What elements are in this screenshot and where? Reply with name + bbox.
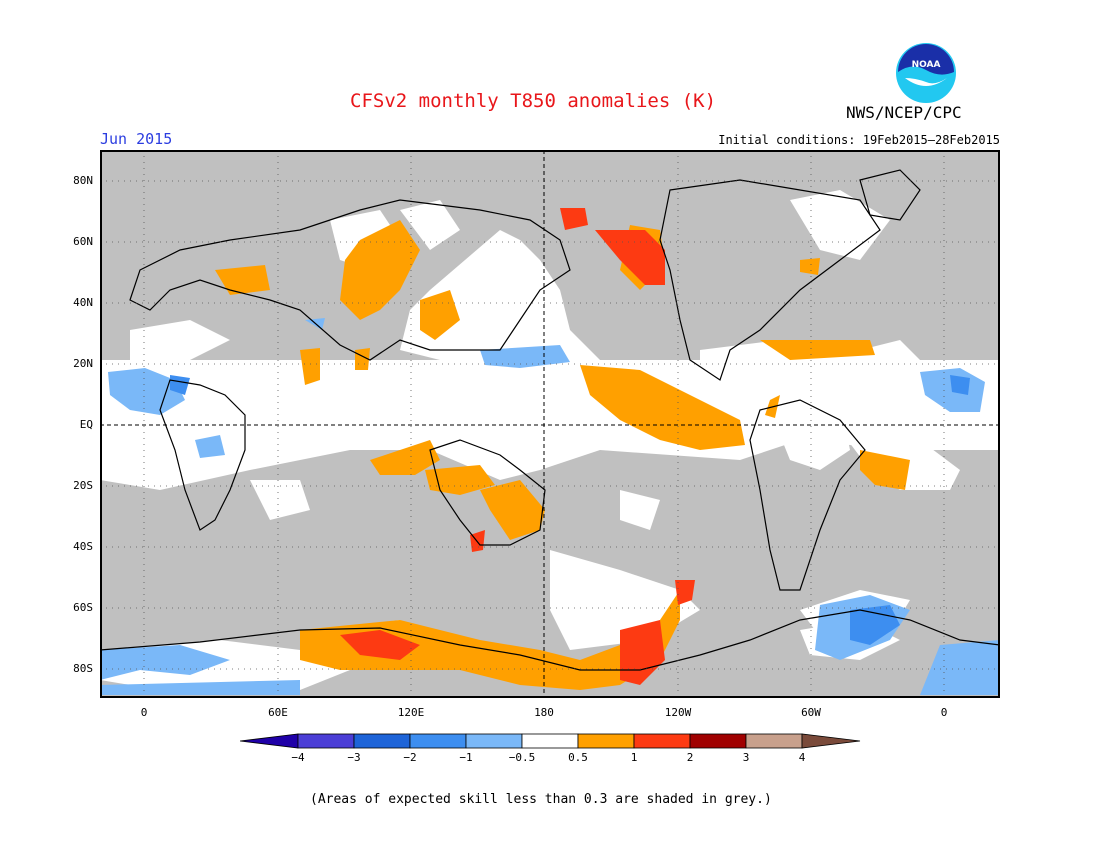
- lat-label: 40S: [73, 540, 93, 553]
- colorbar-swatch: [745, 733, 803, 749]
- negative-anomaly-medium: [170, 375, 970, 645]
- colorbar-label: 0.5: [568, 751, 588, 764]
- lat-label: 60S: [73, 601, 93, 614]
- lon-label: 120E: [397, 706, 425, 719]
- south-america-outline: [749, 399, 866, 591]
- positive-anomaly-red: [340, 208, 695, 685]
- colorbar-high-arrow: [801, 733, 861, 749]
- colorbar-swatch: [409, 733, 467, 749]
- initial-conditions: Initial conditions: 19Feb2015–28Feb2015: [718, 133, 1000, 147]
- lat-label: 80S: [73, 662, 93, 675]
- equator-dateline: [100, 150, 1000, 698]
- chart-title: CFSv2 monthly T850 anomalies (K): [350, 90, 717, 112]
- colorbar-label: 3: [742, 751, 750, 764]
- coastlines: [100, 169, 1000, 671]
- lon-label: 0: [140, 706, 148, 719]
- agency-label: NWS/NCEP/CPC: [846, 103, 962, 122]
- antarctica-outline: [100, 609, 1000, 671]
- lat-label: 80N: [73, 174, 93, 187]
- lat-label: EQ: [79, 418, 93, 431]
- australia-outline: [429, 439, 546, 546]
- lat-label: 20N: [73, 357, 93, 370]
- lat-label: 40N: [73, 296, 93, 309]
- noaa-logo: NOAA: [896, 43, 956, 103]
- lon-label: 180: [534, 706, 554, 719]
- colorbar-swatch: [689, 733, 747, 749]
- noaa-logo-text: NOAA: [912, 60, 941, 70]
- lon-label: 120W: [664, 706, 692, 719]
- colorbar-swatch: [297, 733, 355, 749]
- lon-label: 0: [940, 706, 948, 719]
- colorbar: [240, 733, 861, 749]
- colorbar-label: −2: [403, 751, 417, 764]
- colorbar-swatch: [521, 733, 579, 749]
- lat-label: 20S: [73, 479, 93, 492]
- colorbar-label: 1: [630, 751, 638, 764]
- footnote: (Areas of expected skill less than 0.3 a…: [310, 792, 772, 807]
- colorbar-label: −3: [347, 751, 361, 764]
- colorbar-label: 2: [686, 751, 694, 764]
- lon-label: 60W: [801, 706, 821, 719]
- colorbar-label: −1: [459, 751, 473, 764]
- lat-label: 60N: [73, 235, 93, 248]
- positive-anomaly-orange: [215, 220, 910, 690]
- anomaly-map: [100, 150, 1000, 698]
- lon-label: 60E: [268, 706, 288, 719]
- colorbar-swatch: [353, 733, 411, 749]
- colorbar-swatch: [465, 733, 523, 749]
- graticule: [100, 150, 1000, 698]
- north-america-outline: [659, 179, 881, 381]
- colorbar-label: −4: [291, 751, 305, 764]
- eurasia-outline: [129, 199, 571, 361]
- colorbar-label: −0.5: [508, 751, 536, 764]
- colorbar-swatch: [577, 733, 635, 749]
- colorbar-swatch: [633, 733, 691, 749]
- colorbar-label: 4: [798, 751, 806, 764]
- greenland-outline: [859, 169, 921, 221]
- forecast-month: Jun 2015: [100, 130, 173, 148]
- colorbar-low-arrow: [240, 733, 299, 749]
- africa-outline: [159, 379, 246, 531]
- map-frame: [100, 150, 1000, 698]
